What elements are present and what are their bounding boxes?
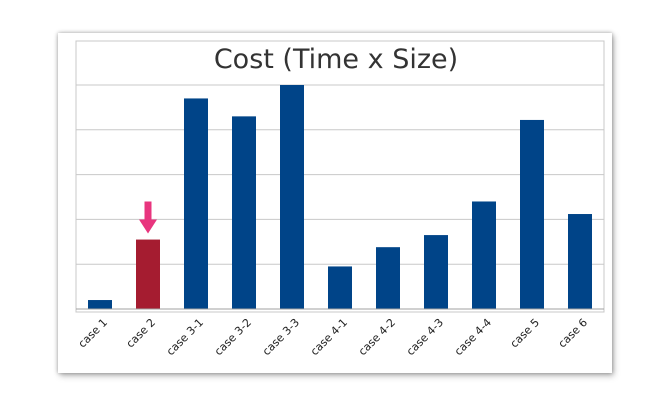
bar xyxy=(328,266,352,309)
x-tick-label: case 4-1 xyxy=(308,316,350,358)
bar xyxy=(520,119,544,309)
x-axis: case 1 case 2 case 3-1 case 3-2 case 3-3 case… xyxy=(76,308,604,358)
bar-chart: Cost (Time x Size) case 1 case 2 case 3-1 c… xyxy=(75,40,605,358)
chart-title: Cost (Time x Size) xyxy=(214,44,458,75)
bar xyxy=(280,85,304,309)
x-tick-label: case 3-1 xyxy=(164,316,206,358)
bar xyxy=(472,201,496,309)
chart-card: Cost (Time x Size) case 1 case 2 case 3-1 c… xyxy=(58,33,612,373)
highlight-marker xyxy=(139,201,157,234)
x-tick-label: case 4-3 xyxy=(404,316,446,358)
bar-highlighted xyxy=(136,239,160,309)
bar xyxy=(424,235,448,309)
bars xyxy=(88,85,592,309)
x-tick-label: case 6 xyxy=(556,316,591,351)
bar xyxy=(88,300,112,309)
bar xyxy=(376,247,400,309)
bar xyxy=(184,98,208,309)
arrow-down-icon xyxy=(139,201,157,234)
x-tick-label: case 4-2 xyxy=(356,316,398,358)
plot-frame xyxy=(75,40,605,313)
bar xyxy=(568,214,592,309)
x-tick-label: case 2 xyxy=(124,316,159,351)
bar xyxy=(232,116,256,309)
x-tick-label: case 4-4 xyxy=(452,316,494,358)
x-tick-label: case 3-3 xyxy=(260,316,302,358)
x-tick-label: case 1 xyxy=(76,316,111,351)
x-tick-label: case 5 xyxy=(508,316,543,351)
x-tick-label: case 3-2 xyxy=(212,316,254,358)
